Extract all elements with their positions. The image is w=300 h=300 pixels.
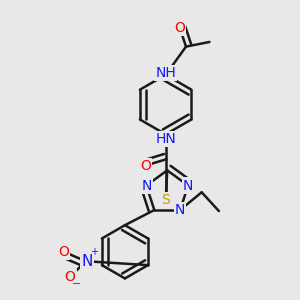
Text: NH: NH <box>155 66 176 80</box>
Text: O: O <box>65 270 76 284</box>
Text: O: O <box>140 159 151 173</box>
Text: O: O <box>58 245 69 259</box>
Text: −: − <box>72 279 82 289</box>
Text: N: N <box>175 203 185 217</box>
Text: HN: HN <box>155 132 176 146</box>
Text: O: O <box>174 21 185 35</box>
Text: +: + <box>90 248 98 257</box>
Text: N: N <box>82 254 93 269</box>
Text: N: N <box>183 178 193 193</box>
Text: N: N <box>141 178 152 193</box>
Text: S: S <box>161 193 170 207</box>
